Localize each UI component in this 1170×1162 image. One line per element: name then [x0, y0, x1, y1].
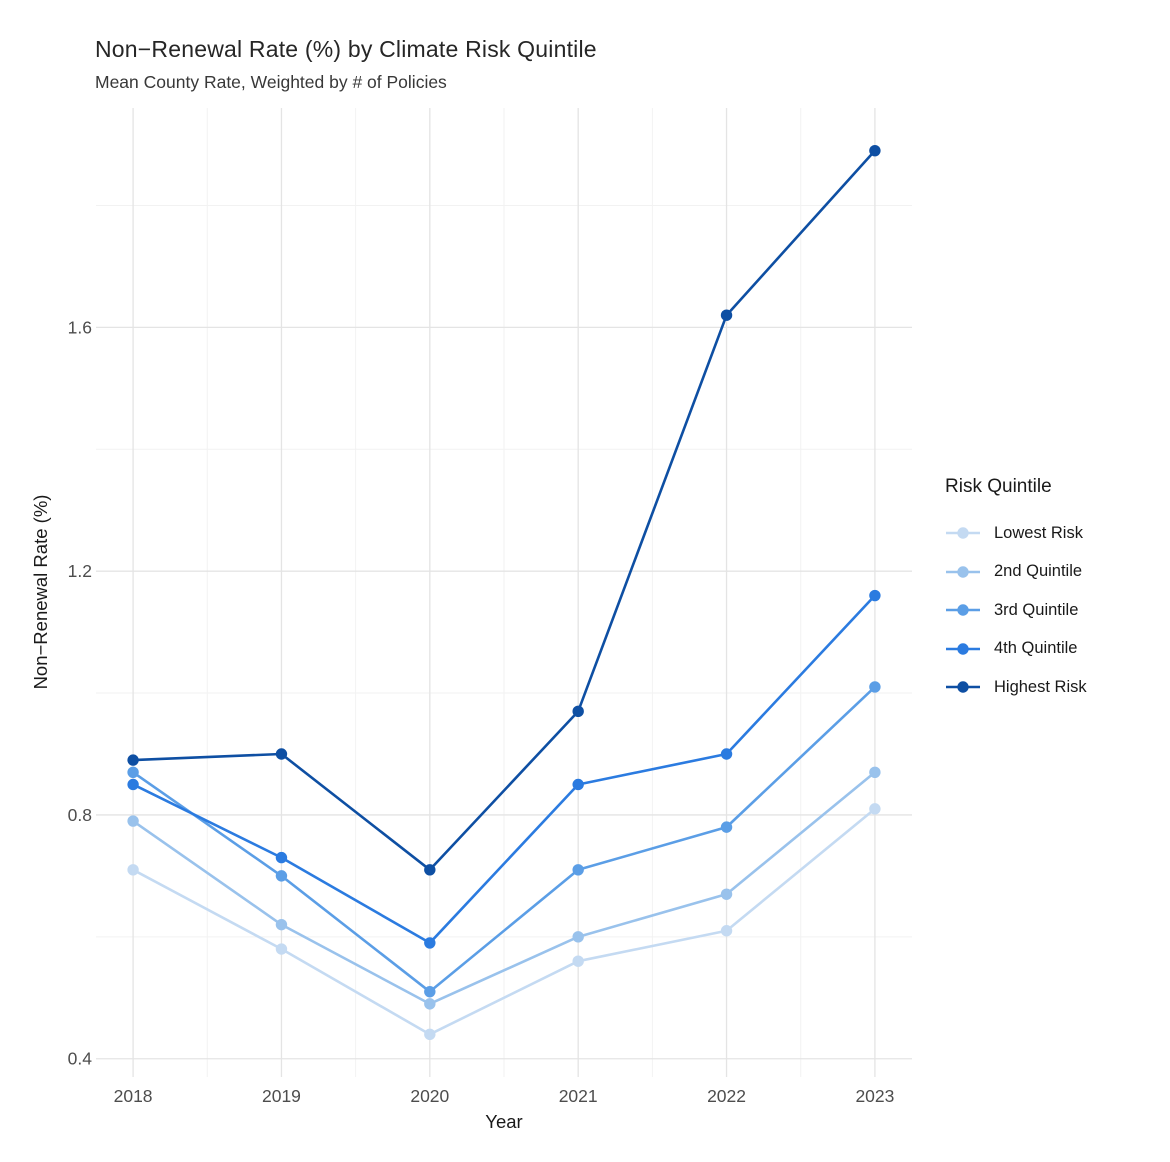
legend-item-4th-quintile: 4th Quintile — [945, 630, 1165, 669]
y-axis-label: Non−Renewal Rate (%) — [30, 494, 51, 690]
legend-item-label: 4th Quintile — [994, 639, 1078, 658]
series-line-lowest-risk — [132, 807, 876, 1036]
x-tick-label: 2022 — [707, 1086, 746, 1106]
data-point-lowest-risk — [869, 803, 881, 815]
data-point-highest-risk — [869, 144, 881, 157]
data-point-4th-quintile — [127, 778, 139, 791]
data-point-4th-quintile — [572, 778, 584, 791]
data-point-4th-quintile — [424, 937, 436, 949]
series-line-4th-quintile — [132, 594, 876, 945]
legend-item-label: 2nd Quintile — [994, 562, 1083, 581]
x-tick-label: 2018 — [114, 1086, 153, 1106]
legend-key-2nd-quintile — [946, 566, 980, 578]
legend: Risk Quintile Lowest Risk 2nd Quintile 3rd… — [945, 476, 1165, 707]
data-point-lowest-risk — [424, 1028, 436, 1041]
x-tick-label: 2023 — [855, 1086, 894, 1106]
y-tick-label: 1.2 — [68, 561, 92, 581]
data-point-4th-quintile — [275, 851, 288, 864]
y-tick-label: 1.6 — [68, 317, 92, 337]
data-point-4th-quintile — [720, 748, 733, 760]
series-line-3rd-quintile — [132, 686, 876, 993]
data-point-2nd-quintile — [572, 931, 584, 943]
legend-item-label: Highest Risk — [994, 677, 1087, 696]
data-point-highest-risk — [127, 754, 139, 766]
legend-item-lowest-risk: Lowest Risk — [945, 514, 1165, 553]
data-point-2nd-quintile — [720, 888, 733, 900]
x-axis-label: Year — [485, 1111, 523, 1132]
y-tick-label: 0.4 — [68, 1049, 93, 1069]
data-point-lowest-risk — [275, 943, 288, 955]
x-tick-label: 2021 — [559, 1086, 598, 1106]
data-point-3rd-quintile — [424, 985, 436, 998]
data-point-3rd-quintile — [127, 766, 139, 778]
legend-item-3rd-quintile: 3rd Quintile — [945, 591, 1165, 630]
data-point-highest-risk — [572, 705, 584, 718]
data-point-highest-risk — [275, 748, 288, 760]
legend-item-label: 3rd Quintile — [994, 600, 1079, 619]
data-point-2nd-quintile — [127, 815, 139, 827]
data-point-lowest-risk — [127, 864, 139, 876]
x-tick-label: 2020 — [410, 1086, 449, 1106]
data-point-3rd-quintile — [720, 821, 733, 833]
data-point-lowest-risk — [572, 955, 584, 967]
legend-item-label: Lowest Risk — [994, 523, 1083, 542]
data-point-4th-quintile — [869, 589, 881, 602]
data-point-3rd-quintile — [869, 681, 881, 693]
data-point-2nd-quintile — [869, 766, 881, 778]
legend-key-highest-risk — [946, 681, 980, 693]
chart-subtitle: Mean County Rate, Weighted by # of Polic… — [95, 72, 447, 92]
data-point-3rd-quintile — [572, 864, 584, 876]
legend-key-4th-quintile — [946, 643, 980, 655]
data-point-3rd-quintile — [275, 870, 288, 882]
x-tick-label: 2019 — [262, 1086, 301, 1106]
legend-key-lowest-risk — [946, 527, 980, 539]
data-point-2nd-quintile — [424, 998, 436, 1010]
y-tick-label: 0.8 — [68, 805, 92, 825]
legend-item-highest-risk: Highest Risk — [945, 668, 1165, 707]
data-point-highest-risk — [424, 864, 436, 876]
data-point-highest-risk — [720, 309, 733, 321]
data-point-2nd-quintile — [275, 918, 288, 931]
legend-title: Risk Quintile — [945, 476, 1052, 497]
legend-key-3rd-quintile — [946, 604, 980, 616]
legend-items: Lowest Risk 2nd Quintile 3rd Quintile 4th Q… — [945, 514, 1165, 707]
chart-title: Non−Renewal Rate (%) by Climate Risk Qui… — [95, 36, 597, 62]
data-point-lowest-risk — [720, 925, 733, 937]
series-line-highest-risk — [133, 149, 876, 872]
legend-item-2nd-quintile: 2nd Quintile — [945, 553, 1165, 592]
series-line-2nd-quintile — [132, 771, 876, 1006]
